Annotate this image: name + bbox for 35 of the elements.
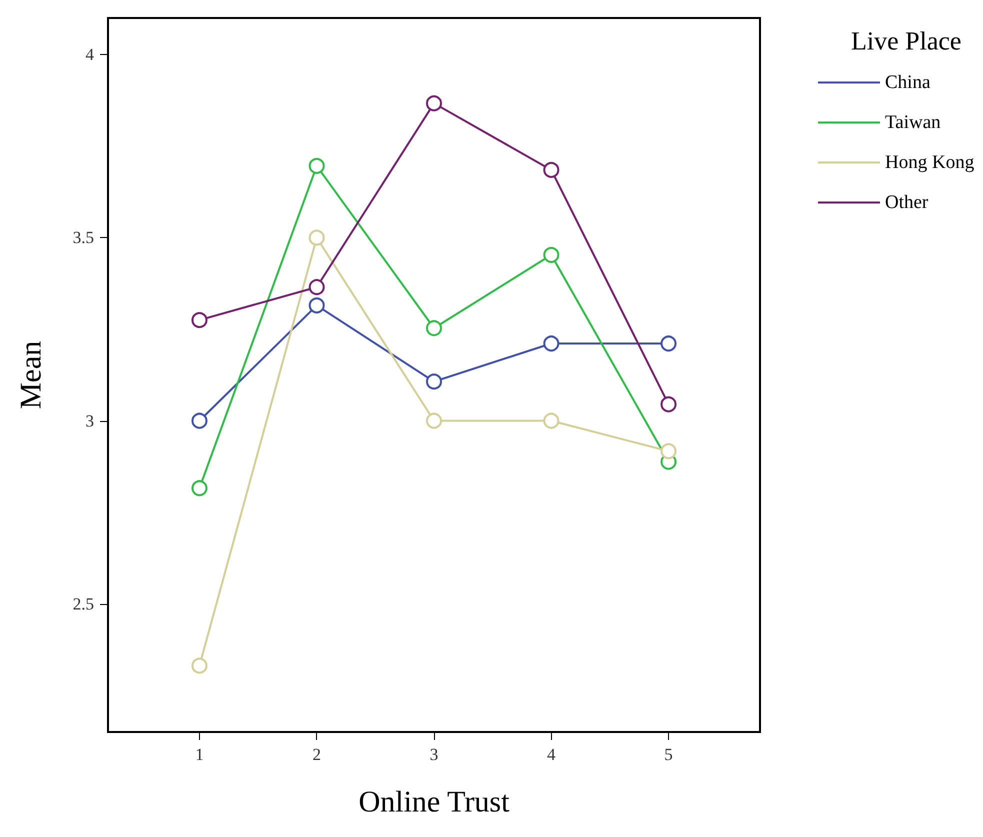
point — [543, 412, 560, 429]
x-tick-label: 2 — [312, 745, 321, 764]
legend-label: Taiwan — [885, 112, 942, 133]
point — [308, 230, 325, 246]
point — [191, 312, 208, 328]
point — [426, 412, 442, 429]
legend-label: Hong Kong — [885, 152, 975, 173]
y-axis-title: Mean — [14, 340, 48, 410]
x-tick-label: 3 — [430, 745, 438, 764]
point — [308, 279, 325, 296]
legend-label: China — [885, 72, 931, 93]
point — [426, 374, 442, 390]
point — [543, 246, 560, 263]
y-tick-label: 2.5 — [72, 594, 94, 614]
point — [191, 412, 208, 429]
y-tick-label: 4 — [86, 45, 94, 64]
x-tick-label: 1 — [195, 745, 204, 764]
y-tick-label: 3.5 — [72, 228, 94, 248]
point — [308, 297, 325, 314]
x-tick-label: 5 — [664, 745, 673, 764]
legend-label: Other — [885, 192, 929, 213]
point — [543, 336, 560, 352]
point — [426, 320, 442, 336]
x-axis-title: Online Trust — [358, 786, 510, 818]
point — [660, 443, 677, 460]
legend-title: Live Place — [851, 26, 962, 56]
point — [426, 95, 442, 112]
point — [308, 158, 325, 174]
point — [660, 336, 677, 352]
point — [660, 396, 677, 412]
y-tick-label: 3 — [86, 411, 94, 430]
point — [191, 658, 208, 674]
point — [543, 162, 560, 178]
x-tick-label: 4 — [547, 745, 556, 764]
point — [191, 480, 208, 496]
